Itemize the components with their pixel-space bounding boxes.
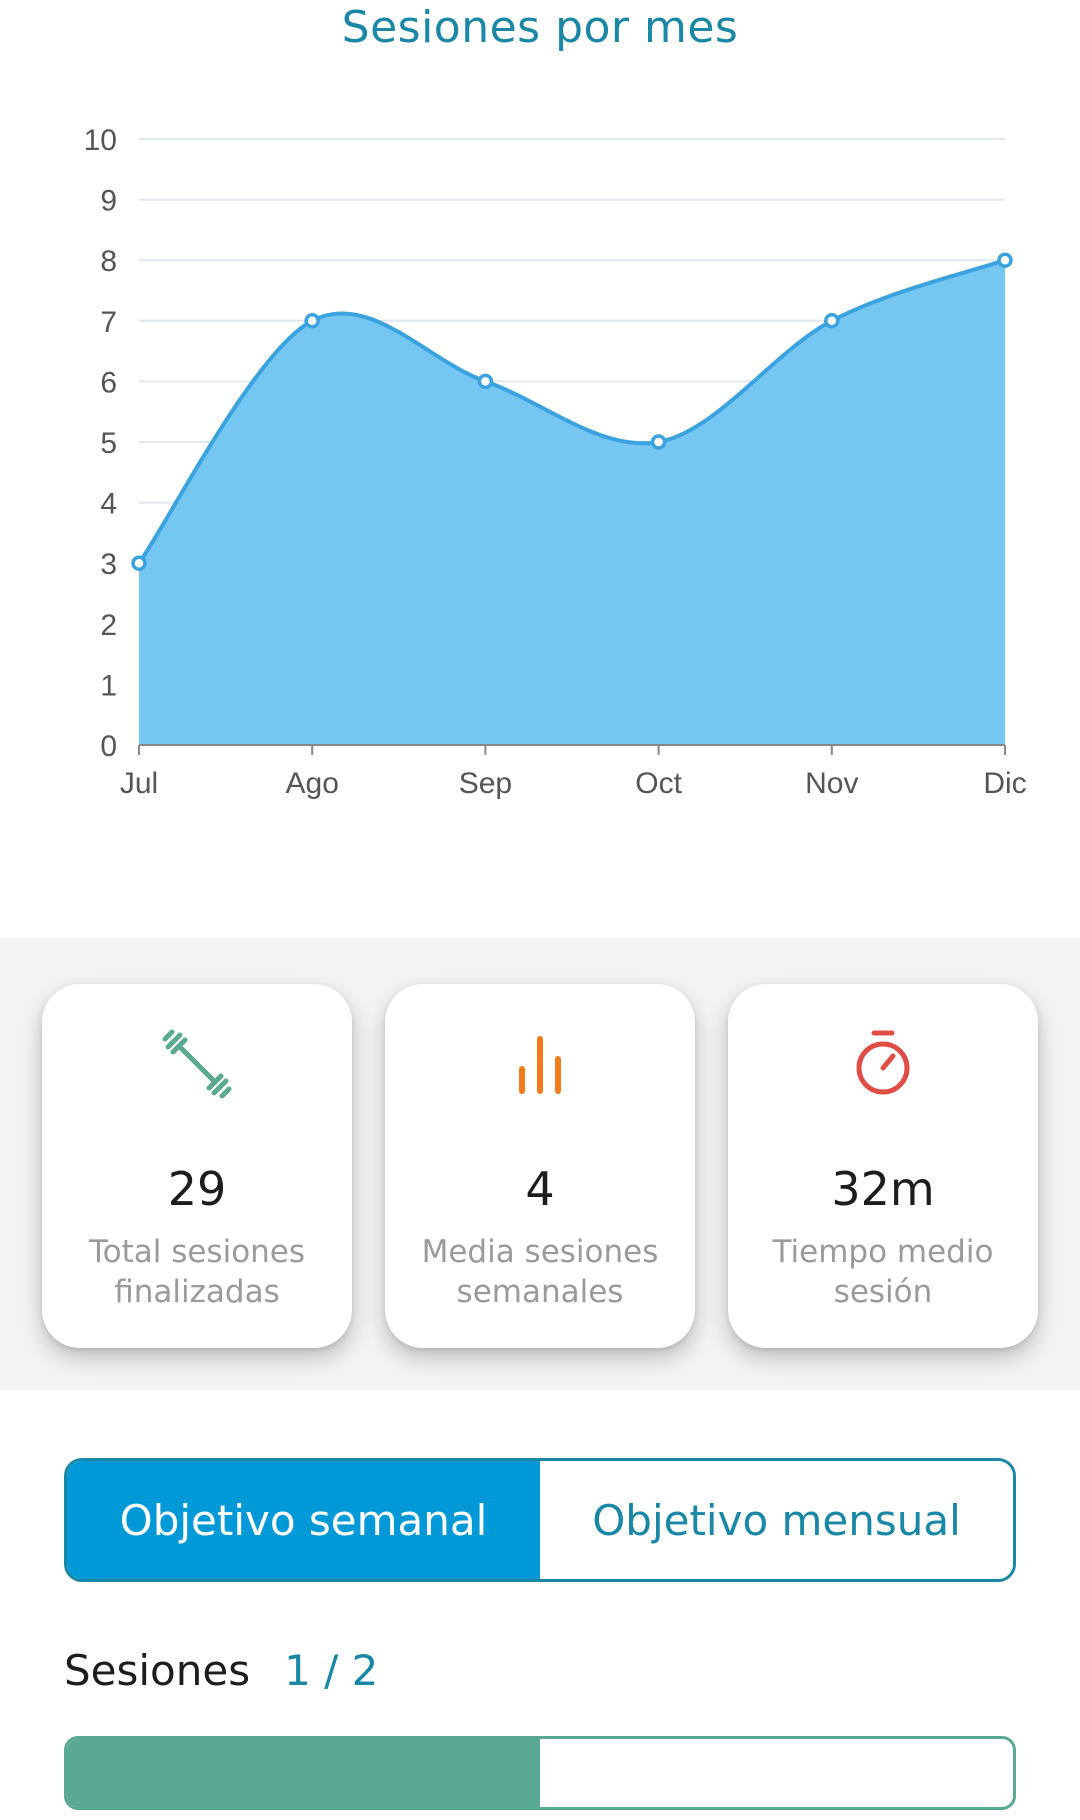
y-tick-label: 4 [100, 488, 117, 521]
dumbbell-icon [42, 1024, 352, 1104]
stat-label: Tiempo medio sesión [772, 1234, 994, 1310]
sessions-area-chart: 0 1 2 3 4 5 6 7 8 9 10 Jul Ago Sep Oct Nov Dic [84, 124, 1027, 800]
x-tick-label: Ago [286, 767, 339, 800]
y-tick-label: 0 [100, 730, 117, 763]
bar-chart-icon [385, 1024, 695, 1104]
y-tick-label: 8 [100, 245, 117, 278]
y-tick-label: 9 [100, 185, 117, 218]
data-point [824, 313, 840, 329]
y-tick-label: 3 [100, 548, 117, 581]
sessions-goal-row: Sesiones 1 / 2 [64, 1646, 378, 1695]
stat-card-weekly-average: 4 Media sesiones semanales [385, 984, 695, 1348]
data-point [131, 555, 147, 571]
y-tick-label: 5 [100, 427, 117, 460]
stat-value: 29 [167, 1162, 227, 1216]
x-tick-label: Dic [983, 767, 1026, 800]
y-tick-label: 10 [84, 124, 117, 157]
y-tick-label: 7 [100, 306, 117, 339]
chart-title: Sesiones por mes [341, 2, 739, 53]
data-point [997, 252, 1013, 268]
x-tick-label: Sep [459, 767, 512, 800]
stat-label: Media sesiones semanales [421, 1234, 659, 1310]
y-tick-label: 1 [100, 669, 117, 702]
data-point [304, 313, 320, 329]
sessions-progress-fill [67, 1739, 540, 1807]
x-tick-label: Jul [120, 767, 158, 800]
stat-value: 32m [831, 1162, 935, 1216]
x-tick-label: Nov [805, 767, 858, 800]
sessions-count: 1 / 2 [284, 1646, 379, 1695]
data-point [477, 373, 494, 390]
data-point [650, 434, 667, 450]
goal-period-toggle: Objetivo semanal Objetivo mensual [64, 1458, 1016, 1582]
tab-monthly-goal[interactable]: Objetivo mensual [540, 1461, 1013, 1579]
stat-card-average-time: 32m Tiempo medio sesión [728, 984, 1038, 1348]
stat-card-total-sessions: 29 Total sesiones finalizadas [42, 984, 352, 1348]
tab-weekly-goal[interactable]: Objetivo semanal [67, 1461, 540, 1579]
stat-label: Total sesiones finalizadas [88, 1234, 306, 1310]
x-tick-label: Oct [635, 767, 682, 800]
stopwatch-icon [728, 1024, 1038, 1104]
sessions-progress-bar [64, 1736, 1016, 1810]
sessions-label: Sesiones [64, 1646, 251, 1695]
stats-section: 29 Total sesiones finalizadas 4 Media se… [0, 938, 1080, 1390]
y-tick-label: 6 [100, 366, 117, 399]
series-area [139, 260, 1005, 745]
y-tick-label: 2 [100, 609, 117, 642]
stat-value: 4 [525, 1162, 555, 1216]
